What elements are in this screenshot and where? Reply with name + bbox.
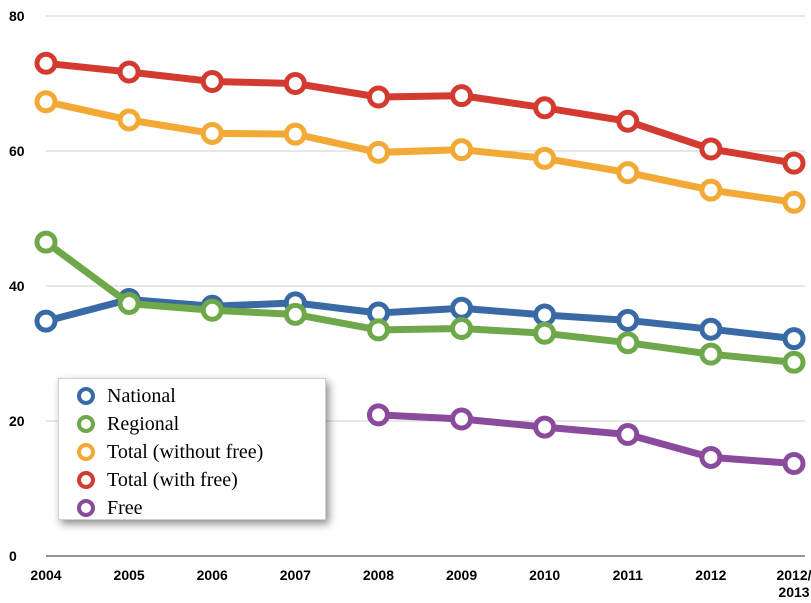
series-line (42, 98, 798, 206)
data-point (782, 151, 806, 175)
legend-marker (77, 471, 95, 489)
data-point (34, 51, 58, 75)
data-point (450, 317, 474, 341)
data-point (782, 452, 806, 476)
series-line (42, 296, 798, 343)
data-point (200, 121, 224, 145)
series-line (374, 411, 798, 467)
series-total-without-free (34, 90, 806, 214)
data-point (34, 90, 58, 114)
y-tick-label: 40 (9, 278, 25, 294)
legend-label: Free (107, 496, 143, 519)
legend-item: Free (77, 494, 325, 522)
data-point (699, 342, 723, 366)
series-free (366, 403, 806, 476)
y-tick-label: 80 (9, 8, 25, 24)
series-national (34, 288, 806, 351)
x-tick-label: 2005 (114, 567, 145, 583)
x-tick-label: 2012 (695, 567, 726, 583)
data-point (533, 96, 557, 120)
data-point (450, 138, 474, 162)
data-point (366, 85, 390, 109)
data-point (616, 161, 640, 185)
data-point (450, 296, 474, 320)
x-tick-label: 2009 (446, 567, 477, 583)
data-point (117, 60, 141, 84)
data-point (34, 230, 58, 254)
data-point (533, 415, 557, 439)
series-group (34, 51, 806, 476)
x-tick-label: 2012/2013 (776, 567, 811, 600)
data-point (533, 321, 557, 345)
data-point (616, 423, 640, 446)
x-tick-label: 2008 (363, 567, 394, 583)
data-point (117, 108, 141, 132)
data-point (699, 137, 723, 161)
data-point (699, 317, 723, 341)
data-point (699, 178, 723, 202)
legend-label: National (107, 384, 176, 407)
legend-marker (77, 387, 95, 405)
legend-item: National (77, 382, 325, 410)
series-total-with-free (34, 51, 806, 175)
data-point (34, 309, 58, 333)
data-point (450, 407, 474, 431)
legend-label: Total (without free) (107, 440, 264, 463)
x-tick-label: 2011 (613, 567, 644, 583)
x-axis-ticks: 2004 2005 2006 2007 2008 2009 2010 2011 2012 2012… (30, 567, 811, 600)
data-point (782, 327, 806, 351)
data-point (782, 190, 806, 214)
data-point (366, 318, 390, 342)
legend-marker (77, 499, 95, 517)
data-point (283, 122, 307, 146)
x-tick-label: 2004 (30, 567, 61, 583)
x-tick-label: 2006 (197, 567, 228, 583)
legend-item: Total (with free) (77, 466, 325, 494)
data-point (533, 146, 557, 170)
series-regional (34, 230, 806, 374)
data-point (283, 302, 307, 326)
y-tick-label: 20 (9, 413, 25, 429)
legend-label: Regional (107, 412, 180, 435)
data-point (616, 331, 640, 355)
legend: National Regional Total (without free) Tota… (58, 378, 326, 520)
data-point (450, 84, 474, 108)
data-point (200, 69, 224, 93)
legend-label: Total (with free) (107, 468, 238, 491)
data-point (366, 140, 390, 164)
series-line (42, 59, 798, 167)
legend-item: Regional (77, 410, 325, 438)
y-axis-ticks: 0 20 40 60 80 (9, 8, 25, 564)
data-point (200, 298, 224, 322)
y-tick-label: 0 (9, 548, 17, 564)
y-tick-label: 60 (9, 143, 25, 159)
data-point (117, 292, 141, 316)
legend-marker (77, 443, 95, 461)
legend-item: Total (without free) (77, 438, 325, 466)
data-point (533, 303, 557, 327)
data-point (782, 350, 806, 374)
legend-marker (77, 415, 95, 433)
x-tick-label: 2007 (280, 567, 311, 583)
data-point (616, 308, 640, 332)
data-point (699, 445, 723, 469)
series-line (42, 238, 798, 366)
data-point (283, 72, 307, 95)
x-tick-label: 2010 (529, 567, 560, 583)
data-point (616, 109, 640, 133)
data-point (366, 403, 390, 427)
